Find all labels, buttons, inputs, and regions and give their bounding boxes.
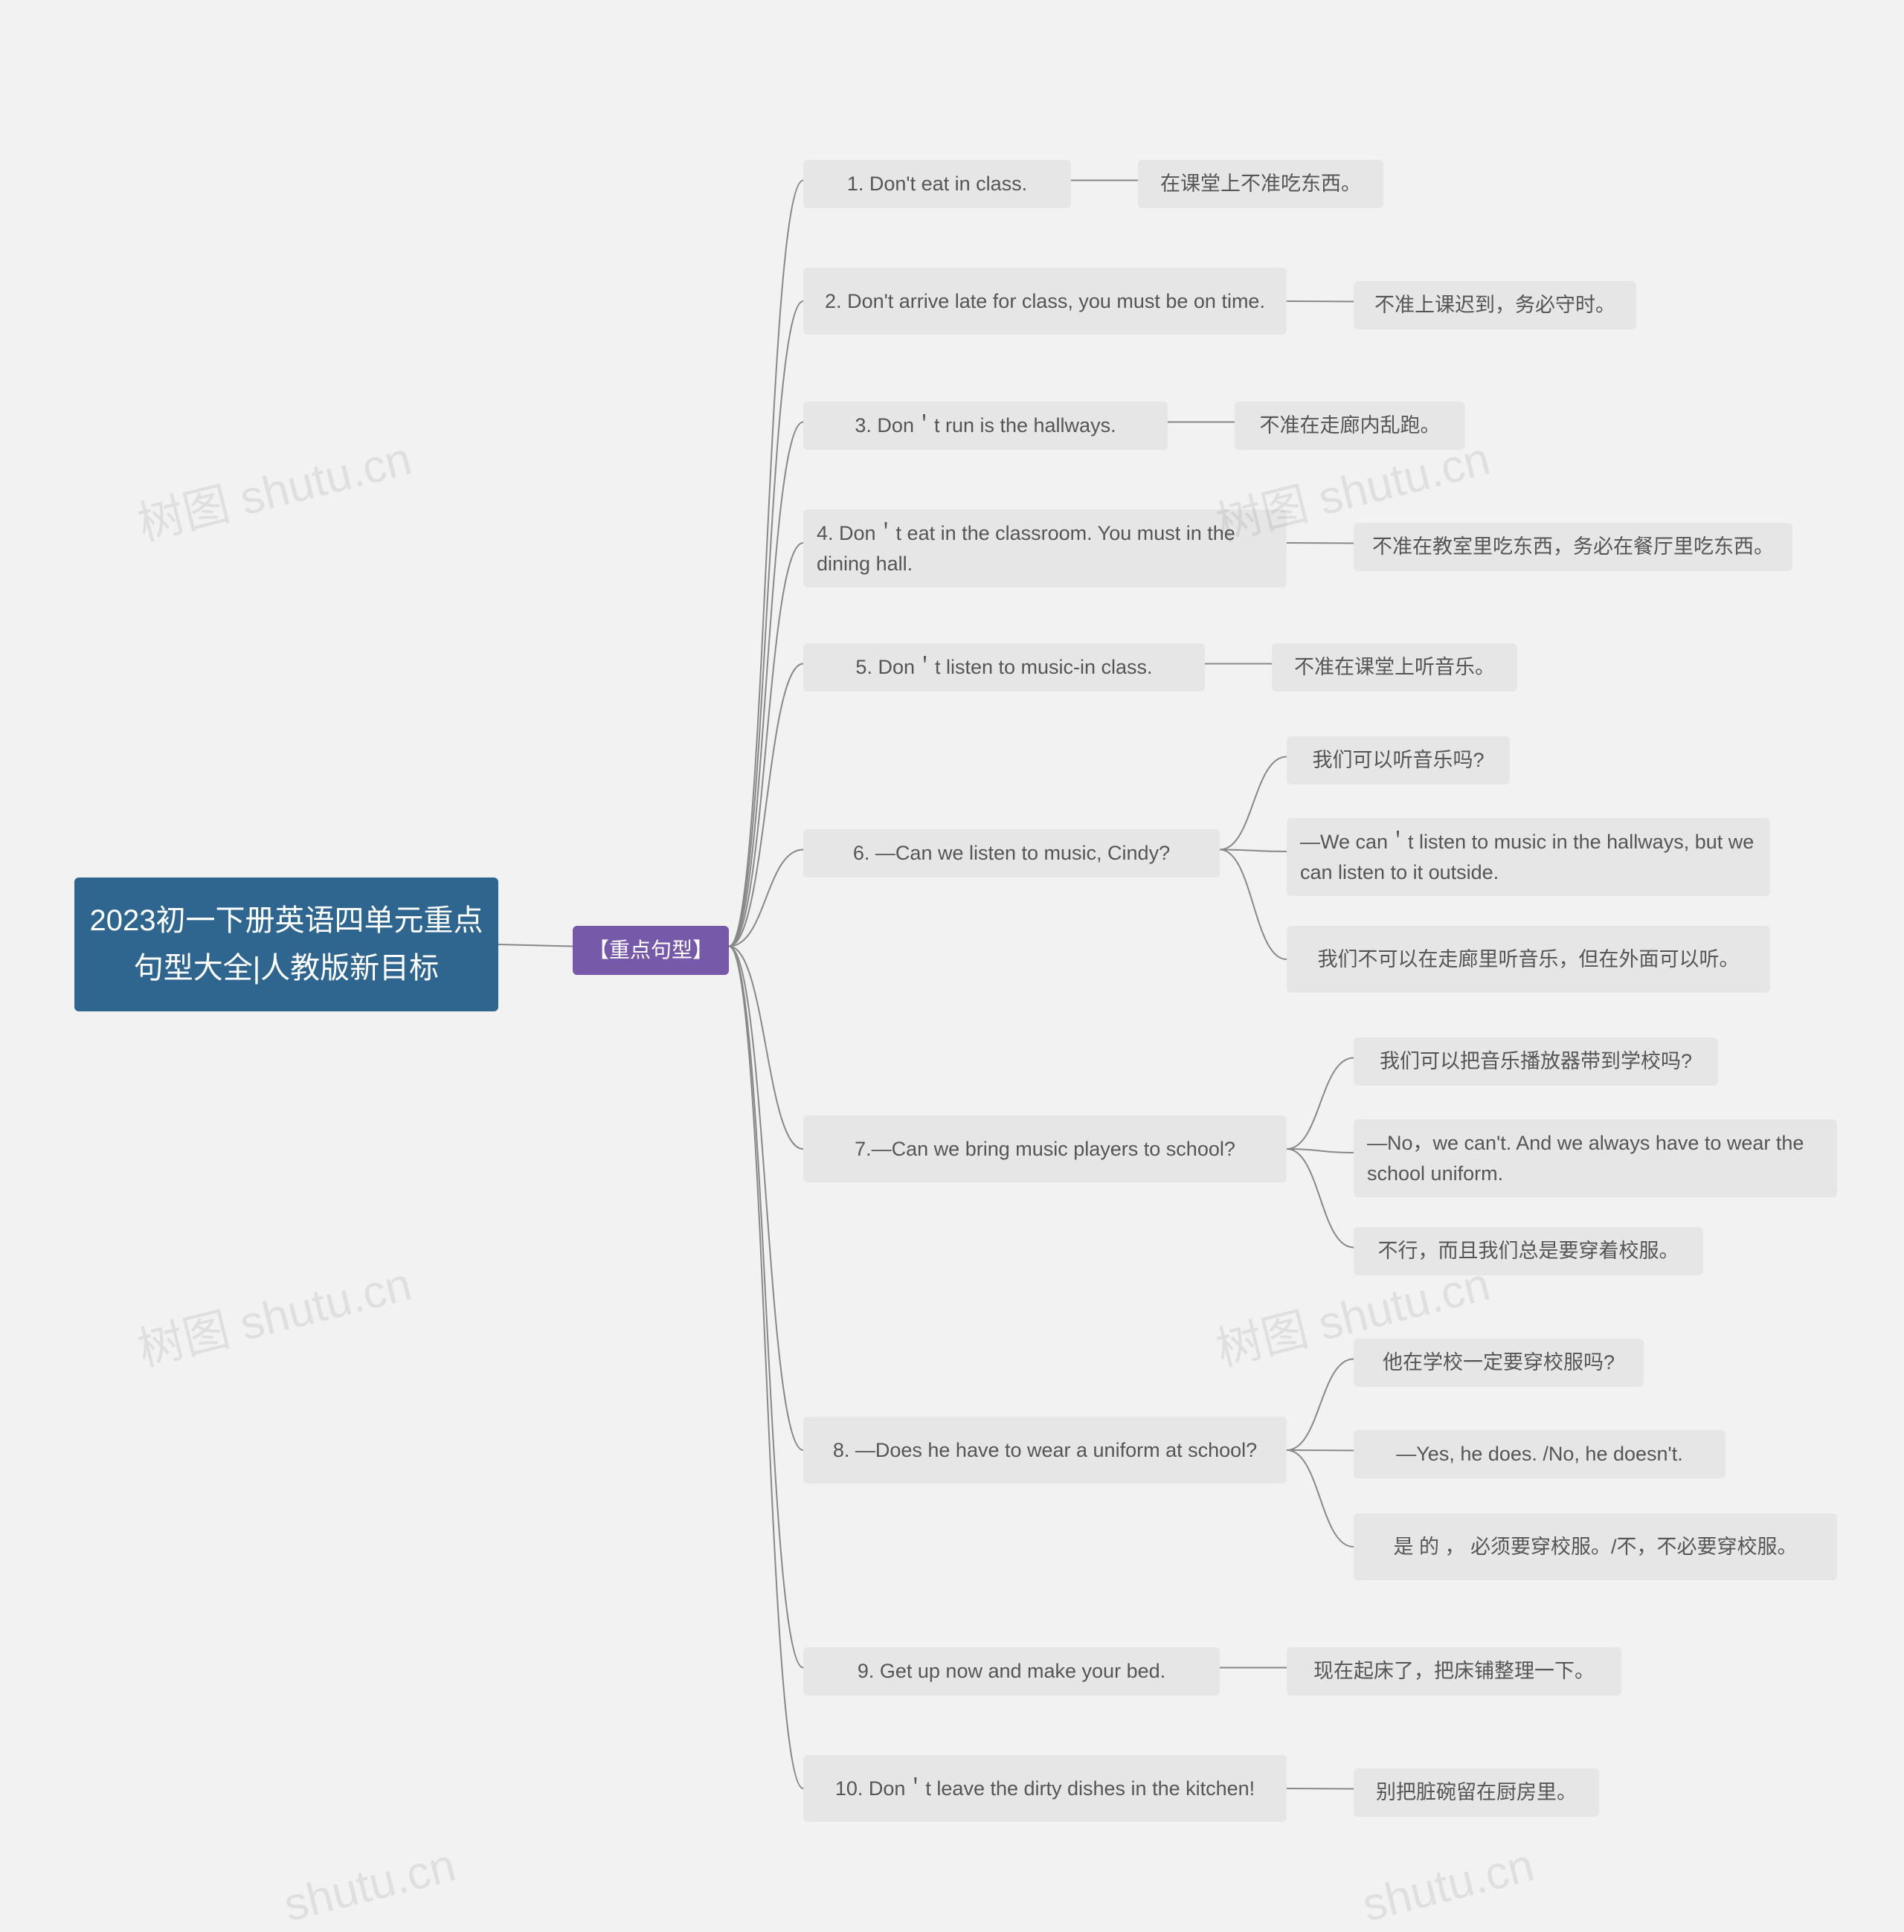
branch-6-child-1: —We can＇t listen to music in the hallway… [1287,818,1770,896]
branch-5-en: 5. Don＇t listen to music-in class. [803,643,1205,692]
category-node: 【重点句型】 [573,926,729,975]
branch-6-en: 6. —Can we listen to music, Cindy? [803,829,1220,878]
branch-4-en: 4. Don＇t eat in the classroom. You must … [803,509,1287,587]
branch-7-en: 7.—Can we bring music players to school? [803,1115,1287,1182]
branch-10-en: 10. Don＇t leave the dirty dishes in the … [803,1755,1287,1822]
branch-7-child-2: 不行，而且我们总是要穿着校服。 [1354,1227,1703,1275]
branch-3-zh: 不准在走廊内乱跑。 [1235,402,1465,450]
branch-3-en: 3. Don＇t run is the hallways. [803,402,1168,450]
branch-8-child-2: 是 的 ， 必须要穿校服。/不，不必要穿校服。 [1354,1513,1837,1580]
branch-9-zh: 现在起床了，把床铺整理一下。 [1287,1647,1621,1696]
branch-8-en: 8. —Does he have to wear a uniform at sc… [803,1417,1287,1484]
branch-10-zh: 别把脏碗留在厨房里。 [1354,1768,1599,1817]
branch-8-child-1: —Yes, he does. /No, he doesn't. [1354,1430,1726,1478]
branch-5-zh: 不准在课堂上听音乐。 [1272,643,1517,692]
branch-9-en: 9. Get up now and make your bed. [803,1647,1220,1696]
watermark-0: 树图 shutu.cn [130,421,417,553]
branch-1-zh: 在课堂上不准吃东西。 [1138,160,1383,208]
root-node: 2023初一下册英语四单元重点句型大全|人教版新目标 [74,878,498,1011]
branch-1-en: 1. Don't eat in class. [803,160,1071,208]
branch-4-zh: 不准在教室里吃东西，务必在餐厅里吃东西。 [1354,523,1792,571]
watermark-2: 树图 shutu.cn [130,1246,417,1379]
branch-7-child-0: 我们可以把音乐播放器带到学校吗? [1354,1037,1718,1086]
watermark-5: shutu.cn [1357,1839,1540,1932]
branch-6-child-0: 我们可以听音乐吗? [1287,736,1510,785]
branch-6-child-2: 我们不可以在走廊里听音乐，但在外面可以听。 [1287,926,1770,993]
branch-7-child-1: —No，we can't. And we always have to wear… [1354,1119,1837,1197]
branch-8-child-0: 他在学校一定要穿校服吗? [1354,1339,1644,1387]
branch-2-en: 2. Don't arrive late for class, you must… [803,268,1287,335]
mindmap-canvas: 2023初一下册英语四单元重点句型大全|人教版新目标 【重点句型】 1. Don't… [0,0,1904,1891]
branch-2-zh: 不准上课迟到，务必守时。 [1354,281,1636,329]
watermark-4: shutu.cn [279,1839,461,1932]
